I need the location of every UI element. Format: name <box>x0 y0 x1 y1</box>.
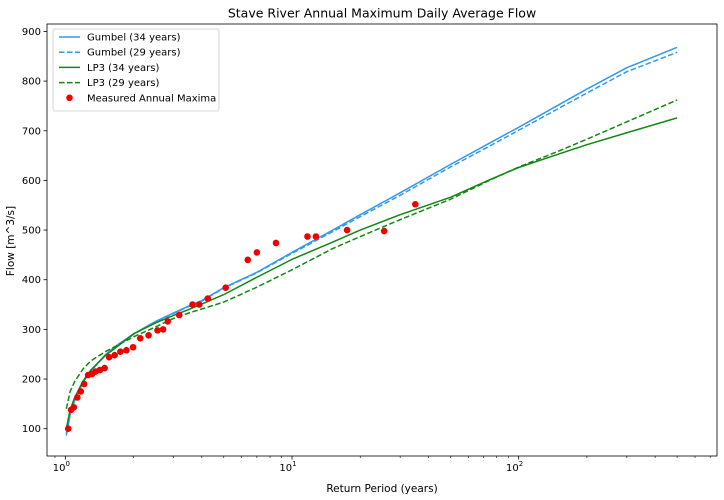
scatter-point <box>222 284 230 291</box>
legend-label-3: LP3 (34 years) <box>87 63 159 74</box>
x-tick-label: 100 <box>53 460 70 474</box>
chart-legend: Gumbel (34 years) Gumbel (29 years) LP3 (3… <box>52 28 220 112</box>
scatter-point <box>189 301 196 308</box>
x-axis-label: Return Period (years) <box>326 483 437 495</box>
scatter-point <box>196 301 203 308</box>
x-tick-base: 10 <box>506 463 519 474</box>
scatter-point <box>64 425 72 432</box>
scatter-point <box>80 380 88 388</box>
scatter-point <box>77 388 85 395</box>
x-tick-exponent: 2 <box>519 460 523 468</box>
scatter-point <box>159 326 167 333</box>
scatter-point <box>117 348 124 356</box>
x-tick-base: 10 <box>279 463 292 474</box>
scatter-point <box>412 200 419 208</box>
y-tick-label: 100 <box>22 424 41 435</box>
legend-label-2: Gumbel (29 years) <box>87 48 181 59</box>
scatter-point <box>136 335 144 342</box>
scatter-point <box>129 343 137 351</box>
series-line-4 <box>65 99 678 409</box>
scatter-point <box>253 249 261 256</box>
scatter-point <box>204 295 212 302</box>
y-tick-label: 300 <box>22 325 41 336</box>
legend-swatch-scatter <box>66 94 73 102</box>
scatter-point <box>164 318 172 325</box>
axes-frame <box>46 23 718 457</box>
scatter-point <box>101 364 108 372</box>
scatter-point <box>111 351 118 359</box>
x-tick-label: 101 <box>279 460 296 474</box>
y-tick-label: 200 <box>22 375 41 386</box>
x-tick-exponent: 1 <box>292 460 296 468</box>
scatter-point <box>272 239 280 247</box>
scatter-point <box>312 233 320 240</box>
legend-label-4: LP3 (29 years) <box>87 78 159 89</box>
scatter-point <box>105 353 113 361</box>
y-tick-label: 600 <box>22 176 41 187</box>
y-axis-label: Flow [m^3/s] <box>5 206 17 276</box>
y-tick-label: 400 <box>22 275 41 286</box>
x-tick-base: 10 <box>53 463 66 474</box>
y-tick-label: 900 <box>22 27 41 38</box>
scatter-point <box>74 394 81 401</box>
legend-label-scatter: Measured Annual Maxima <box>87 93 216 104</box>
scatter-point <box>175 311 183 319</box>
x-tick-label: 102 <box>506 460 523 474</box>
scatter-point <box>70 404 78 411</box>
scatter-point <box>154 327 161 334</box>
scatter-point <box>145 332 152 339</box>
scatter-point <box>123 346 130 354</box>
x-tick-exponent: 0 <box>65 460 69 468</box>
legend-box <box>52 28 220 112</box>
scatter-point <box>343 226 351 234</box>
legend-label-1: Gumbel (34 years) <box>87 33 181 44</box>
scatter-point <box>304 233 311 240</box>
scatter-point <box>244 256 252 264</box>
chart-title: Stave River Annual Maximum Daily Average… <box>228 6 536 21</box>
y-tick-label: 700 <box>22 126 41 137</box>
y-tick-label: 800 <box>22 77 41 88</box>
y-tick-label: 500 <box>22 226 41 237</box>
scatter-point <box>380 227 388 235</box>
